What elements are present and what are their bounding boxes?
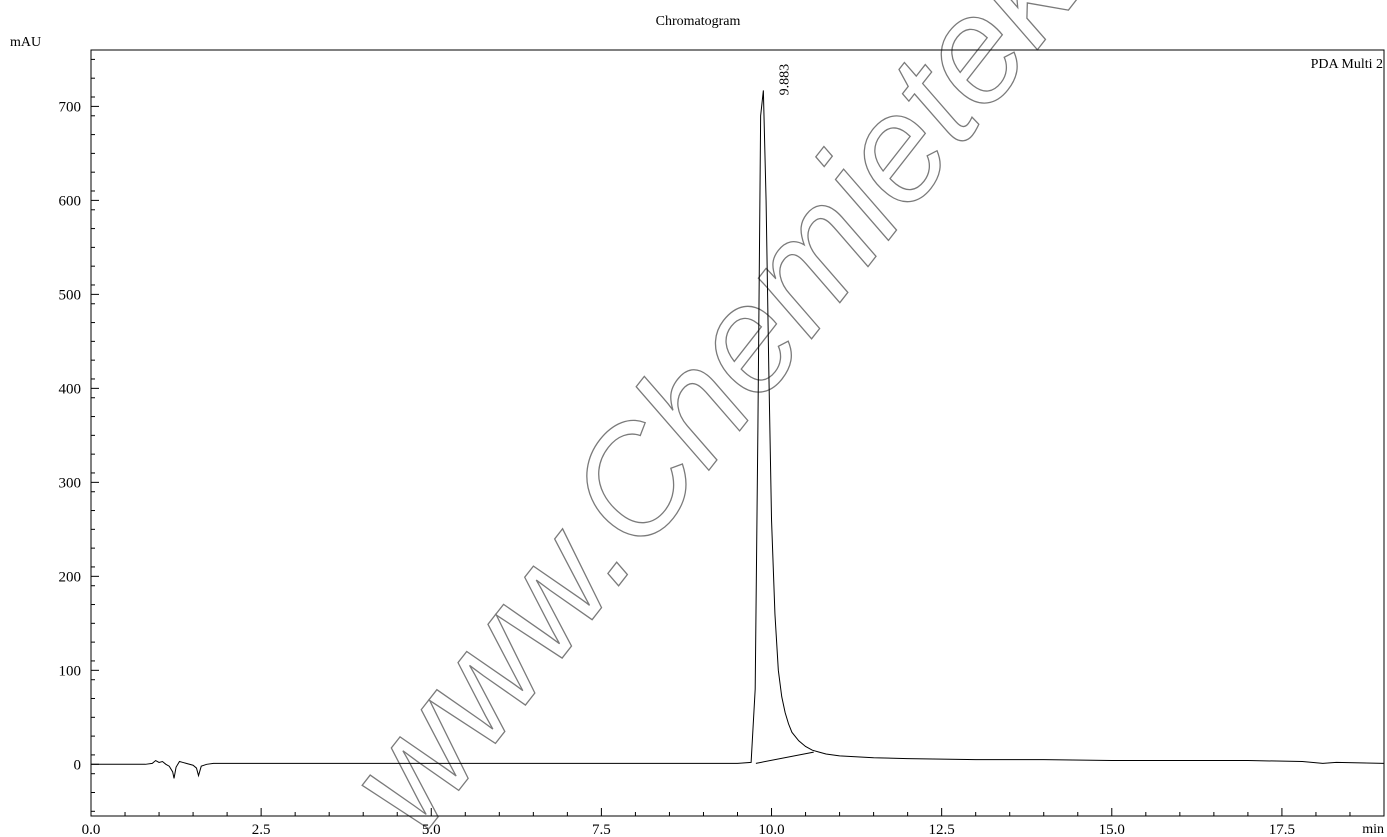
y-tick-label: 0 <box>74 757 82 773</box>
y-tick-label: 200 <box>59 569 82 585</box>
y-tick-label: 600 <box>59 193 82 209</box>
x-tick-label: 10.0 <box>758 822 784 837</box>
plot-frame <box>90 49 1385 817</box>
x-tick-label: 2.5 <box>252 822 271 837</box>
x-axis-unit: min <box>1362 822 1384 837</box>
watermark-text: www.Chemietek.com <box>313 0 1308 837</box>
integration-baseline <box>755 751 814 764</box>
y-tick-label: 500 <box>59 287 82 303</box>
x-tick-label: 7.5 <box>592 822 611 837</box>
series-layer <box>91 90 1385 779</box>
peak-label: 9.883 <box>778 64 793 96</box>
series-line-0 <box>91 90 1385 779</box>
x-tick-label: 12.5 <box>929 822 955 837</box>
x-tick-label: 5.0 <box>422 822 441 837</box>
y-tick-label: 700 <box>59 99 82 115</box>
chart-title: Chromatogram <box>656 14 741 29</box>
watermark: www.Chemietek.com <box>312 0 1308 837</box>
x-tick-label: 0.0 <box>82 822 101 837</box>
x-tick-label: 17.5 <box>1269 822 1295 837</box>
legend-series-label: PDA Multi 2 <box>1311 57 1383 72</box>
annotations-layer: 9.883 <box>778 64 793 96</box>
x-tick-label: 15.0 <box>1099 822 1125 837</box>
axis-tick-labels: 0.0 2.5 5.0 7.5 10.0 12.5 15.0 17.5 0 100 200 300 40… <box>59 99 1296 837</box>
y-tick-label: 100 <box>59 663 82 679</box>
y-tick-label: 300 <box>59 475 82 491</box>
y-axis-unit: mAU <box>10 35 41 50</box>
y-tick-label: 400 <box>59 381 82 397</box>
